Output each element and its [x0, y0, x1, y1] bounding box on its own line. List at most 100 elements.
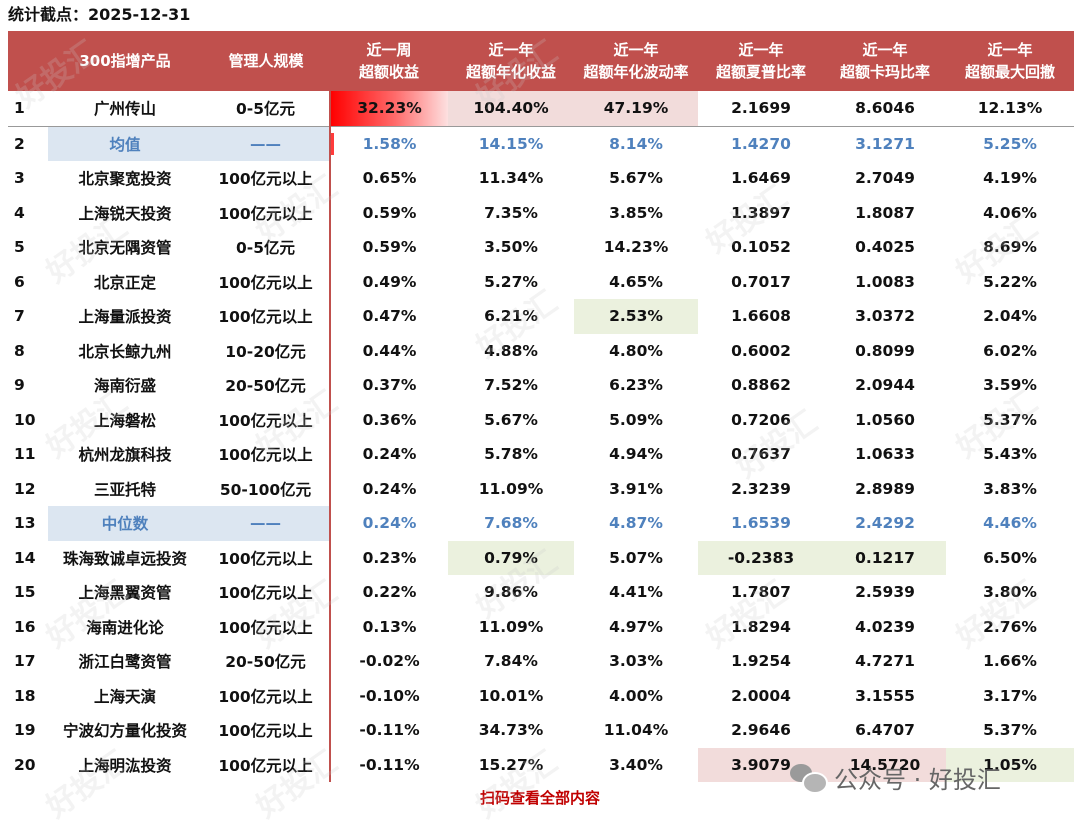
product-name-cell: 上海磐松 [93, 411, 156, 430]
row-index-cell: 3 [14, 169, 25, 188]
week-excess-return-cell: -0.02% [329, 644, 448, 679]
manager-scale-cell: —— [202, 506, 330, 541]
table-row: 7 上海量派投资 100亿元以上 0.47% 6.21% 2.53% 1.6608 3.037… [8, 299, 1074, 334]
year-calmar-ratio-cell: 2.7049 [855, 169, 915, 188]
year-sharpe-ratio-cell: 1.8294 [731, 617, 791, 636]
year-excess-return-cell: 11.34% [478, 169, 544, 188]
year-excess-volatility-cell: 4.00% [609, 686, 663, 705]
year-max-drawdown-cell: 3.80% [983, 583, 1037, 602]
wechat-icon [790, 762, 828, 794]
week-excess-return-cell: 0.23% [329, 540, 448, 575]
manager-scale-cell: 10-20亿元 [225, 342, 306, 361]
year-excess-return-cell: 3.50% [484, 238, 538, 257]
year-max-drawdown-cell: 2.04% [983, 307, 1037, 326]
year-max-drawdown-cell: 8.69% [983, 238, 1037, 257]
manager-scale-cell: —— [202, 126, 330, 161]
year-max-drawdown-cell: 5.37% [983, 410, 1037, 429]
table-row: 14 珠海致诚卓远投资 100亿元以上 0.23% 0.79% 5.07% -0.2383 0… [8, 540, 1074, 575]
header-year-calmar[interactable]: 近一年 超额卡玛比率 [824, 31, 946, 91]
year-excess-volatility-cell: 4.94% [609, 445, 663, 464]
row-index-cell: 6 [14, 272, 25, 291]
week-excess-return-cell: 0.49% [329, 264, 448, 299]
year-excess-volatility-cell: 47.19% [574, 91, 698, 127]
manager-scale-cell: 100亿元以上 [218, 618, 313, 637]
header-year-max-drawdown[interactable]: 近一年 超额最大回撤 [946, 31, 1074, 91]
year-excess-volatility-cell: 5.67% [609, 169, 663, 188]
header-idx [8, 31, 48, 91]
year-max-drawdown-cell: 6.02% [983, 341, 1037, 360]
year-excess-return-cell: 4.88% [484, 341, 538, 360]
year-excess-volatility-cell: 5.07% [609, 548, 663, 567]
stat-date-label: 统计截点：2025-12-31 [8, 5, 191, 24]
week-excess-return-cell: 0.36% [329, 402, 448, 437]
year-excess-return-cell: 7.35% [484, 203, 538, 222]
year-excess-return-cell: 7.68% [484, 514, 538, 533]
year-sharpe-ratio-cell: 0.1052 [731, 238, 791, 257]
manager-scale-cell: 100亿元以上 [218, 446, 313, 465]
year-excess-volatility-cell: 11.04% [603, 721, 669, 740]
manager-scale-cell: 100亿元以上 [218, 687, 313, 706]
year-sharpe-ratio-cell: 2.3239 [731, 479, 791, 498]
table-row: 10 上海磐松 100亿元以上 0.36% 5.67% 5.09% 0.7206 1.0560… [8, 402, 1074, 437]
row-index-cell: 2 [14, 134, 25, 153]
year-excess-volatility-cell: 6.23% [609, 376, 663, 395]
row-index-cell: 17 [14, 652, 36, 671]
year-calmar-ratio-cell: 2.8989 [855, 479, 915, 498]
manager-scale-cell: 100亿元以上 [218, 308, 313, 327]
manager-scale-cell: 0-5亿元 [202, 91, 330, 127]
table-row: 3 北京聚宽投资 100亿元以上 0.65% 11.34% 5.67% 1.6469 2.70… [8, 161, 1074, 196]
year-calmar-ratio-cell: 3.1555 [855, 686, 915, 705]
year-excess-return-cell: 11.09% [478, 479, 544, 498]
header-product[interactable]: 300指增产品 [48, 31, 202, 91]
manager-scale-cell: 50-100亿元 [219, 480, 312, 499]
week-excess-return-cell: 1.58% [329, 126, 448, 161]
year-calmar-ratio-cell: 3.1271 [855, 134, 915, 153]
year-sharpe-ratio-cell: 0.8862 [731, 376, 791, 395]
product-name-cell: 均值 [48, 126, 202, 161]
product-name-cell: 北京无隅资管 [78, 239, 172, 258]
year-sharpe-ratio-cell: 0.7637 [731, 445, 791, 464]
header-year-excess-return[interactable]: 近一年 超额年化收益 [448, 31, 574, 91]
table-row: 4 上海锐天投资 100亿元以上 0.59% 7.35% 3.85% 1.3897 1.808… [8, 195, 1074, 230]
header-week-excess[interactable]: 近一周 超额收益 [330, 31, 448, 91]
manager-scale-cell: 100亿元以上 [218, 204, 313, 223]
manager-scale-cell: 100亿元以上 [218, 411, 313, 430]
year-excess-volatility-cell: 3.40% [609, 755, 663, 774]
product-name-cell: 三亚托特 [93, 480, 156, 499]
row-index-cell: 18 [14, 686, 36, 705]
manager-scale-cell: 100亿元以上 [218, 273, 313, 292]
year-calmar-ratio-cell: 2.4292 [855, 514, 915, 533]
row-index-cell: 8 [14, 341, 25, 360]
table-row: 20 上海明汯投资 100亿元以上 -0.11% 15.27% 3.40% 3.9079 14… [8, 747, 1074, 782]
week-excess-return-cell: 0.47% [329, 299, 448, 334]
header-year-excess-volatility[interactable]: 近一年 超额年化波动率 [574, 31, 698, 91]
table-row: 16 海南进化论 100亿元以上 0.13% 11.09% 4.97% 1.8294 4.02… [8, 609, 1074, 644]
year-excess-return-cell: 15.27% [478, 755, 544, 774]
product-name-cell: 北京聚宽投资 [78, 170, 172, 189]
week-excess-return-cell: 0.44% [329, 333, 448, 368]
year-excess-volatility-cell: 8.14% [609, 134, 663, 153]
product-name-cell: 浙江白鹭资管 [78, 653, 172, 672]
year-sharpe-ratio-cell: 2.0004 [731, 686, 791, 705]
header-year-sharpe[interactable]: 近一年 超额夏普比率 [698, 31, 824, 91]
year-excess-volatility-cell: 4.87% [609, 514, 663, 533]
year-excess-return-cell: 104.40% [448, 91, 574, 127]
year-calmar-ratio-cell: 2.5939 [855, 583, 915, 602]
table-row: 6 北京正定 100亿元以上 0.49% 5.27% 4.65% 0.7017 1.0083 5… [8, 264, 1074, 299]
row-index-cell: 5 [14, 238, 25, 257]
year-max-drawdown-cell: 6.50% [983, 548, 1037, 567]
header-scale[interactable]: 管理人规模 [202, 31, 330, 91]
year-sharpe-ratio-cell: -0.2383 [698, 540, 824, 575]
product-name-cell: 上海天演 [93, 687, 156, 706]
product-name-cell: 杭州龙旗科技 [78, 446, 172, 465]
scan-qr-link[interactable]: 扫码查看全部内容 [479, 789, 600, 807]
year-excess-return-cell: 10.01% [478, 686, 544, 705]
year-calmar-ratio-cell: 8.6046 [824, 91, 946, 127]
year-max-drawdown-cell: 12.13% [946, 91, 1074, 127]
year-sharpe-ratio-cell: 0.7206 [731, 410, 791, 429]
product-name-cell: 宁波幻方量化投资 [62, 722, 187, 741]
row-index-cell: 14 [14, 548, 36, 567]
year-excess-return-cell: 7.52% [484, 376, 538, 395]
manager-scale-cell: 0-5亿元 [235, 239, 295, 258]
product-name-cell: 广州传山 [48, 91, 202, 127]
